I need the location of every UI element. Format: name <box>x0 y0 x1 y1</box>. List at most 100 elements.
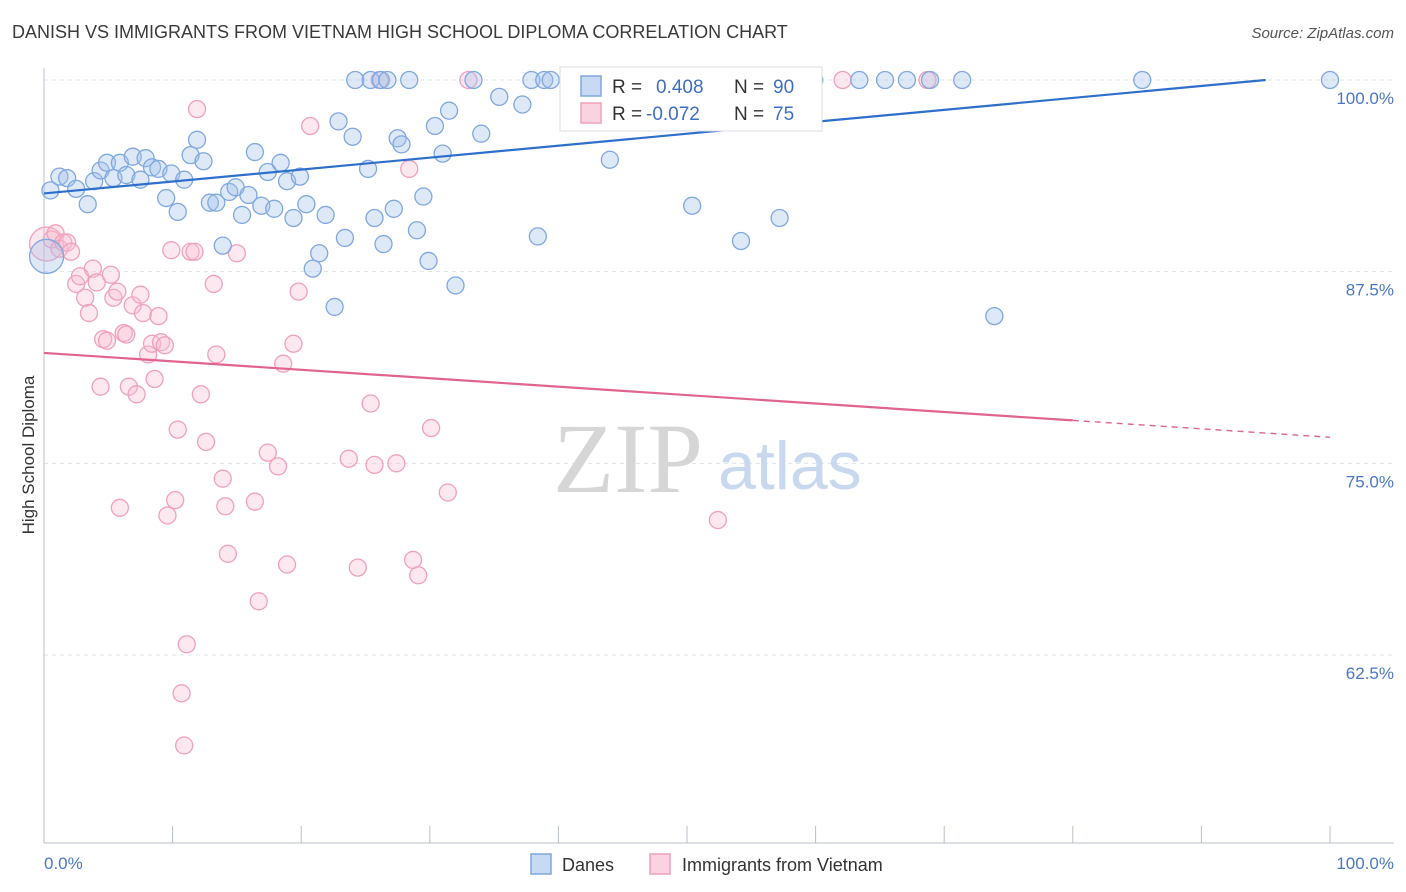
legend-danes-label: Danes <box>562 855 614 875</box>
vietnam-point <box>459 70 478 90</box>
danes-point <box>271 153 290 172</box>
danes-point <box>850 70 869 90</box>
danes-point <box>446 276 465 295</box>
vietnam-point <box>213 469 232 488</box>
vietnam-point <box>131 285 150 304</box>
vietnam-point <box>218 544 238 563</box>
vietnam-point <box>108 282 127 301</box>
vietnam-n-label: N = <box>734 104 764 125</box>
danes-point <box>513 95 532 114</box>
vietnam-point <box>421 418 441 438</box>
vietnam-point <box>258 443 277 462</box>
gridlines <box>44 79 1394 656</box>
danes-point <box>41 181 60 200</box>
chart-title: DANISH VS IMMIGRANTS FROM VIETNAM HIGH S… <box>12 22 788 42</box>
vietnam-point <box>133 303 153 323</box>
vietnam-point <box>708 510 728 530</box>
vietnam-point <box>155 336 175 355</box>
vietnam-point <box>57 233 77 252</box>
watermark: ZIP atlas <box>553 403 862 514</box>
vietnam-point <box>76 288 95 307</box>
trend-lines <box>43 78 1331 438</box>
danes-point <box>1320 70 1340 90</box>
vietnam-point <box>181 242 200 261</box>
danes-point <box>157 188 176 208</box>
vietnam-trend-line <box>43 351 1073 422</box>
vietnam-point <box>204 274 223 294</box>
vietnam-point <box>833 70 852 90</box>
vietnam-point <box>168 420 187 439</box>
danes-point <box>335 228 355 248</box>
vietnam-point <box>361 394 380 413</box>
vietnam-point <box>438 483 457 502</box>
vietnam-point <box>117 325 136 344</box>
danes-point <box>407 221 427 240</box>
danes-point <box>303 259 322 278</box>
danes-point <box>239 185 258 205</box>
vietnam-point <box>175 736 194 755</box>
x-axis-ticks <box>43 826 1331 843</box>
vietnam-point <box>191 385 211 404</box>
danes-point <box>541 70 560 90</box>
danes-point <box>875 70 895 90</box>
vietnam-point <box>177 635 196 654</box>
danes-point <box>290 167 310 186</box>
bottom-legend: Danes Immigrants from Vietnam <box>530 853 883 875</box>
danes-point <box>265 199 284 218</box>
vietnam-point <box>158 506 177 525</box>
vietnam-point <box>339 449 358 468</box>
vietnam-point <box>216 497 235 516</box>
vietnam-point <box>79 303 99 323</box>
vietnam-r-label: R = <box>612 104 642 125</box>
vietnam-point <box>127 385 146 404</box>
danes-point <box>187 130 207 149</box>
danes-point <box>371 70 391 90</box>
vietnam-point <box>301 116 320 136</box>
danes-point <box>78 195 97 214</box>
y-tick-label: 87.5% <box>1346 281 1394 300</box>
danes-point <box>200 193 220 212</box>
vietnam-point <box>348 558 367 577</box>
legend-vietnam-swatch <box>649 853 671 875</box>
vietnam-point <box>227 244 247 263</box>
danes-point <box>284 208 303 228</box>
vietnam-point <box>145 369 164 389</box>
vietnam-point <box>83 259 103 278</box>
danes-point <box>953 70 972 90</box>
vietnam-point <box>61 242 81 261</box>
danes-r-label: R = <box>612 77 642 98</box>
danes-point <box>136 149 155 168</box>
danes-point <box>325 297 344 317</box>
vietnam-point <box>245 492 265 511</box>
vietnam-r-value: -0.072 <box>646 104 700 125</box>
danes-point <box>490 87 509 107</box>
danes-point <box>343 127 362 146</box>
vietnam-point <box>28 226 65 262</box>
y-axis-label: High School Diploma <box>19 375 38 534</box>
danes-point <box>425 116 445 136</box>
danes-point <box>528 227 547 246</box>
danes-point <box>207 193 226 212</box>
danes-point <box>316 205 335 225</box>
danes-point <box>600 150 619 169</box>
vietnam-stats-swatch <box>580 102 602 124</box>
vietnam-point <box>403 550 423 570</box>
danes-point <box>522 70 541 90</box>
danes-point <box>297 195 316 214</box>
danes-point <box>28 238 65 274</box>
danes-point <box>414 187 433 206</box>
danes-n-label: N = <box>734 77 764 98</box>
danes-point <box>194 152 213 171</box>
danes-point <box>346 70 365 90</box>
legend-danes-swatch <box>530 853 552 875</box>
vietnam-point <box>162 241 181 260</box>
danes-point <box>384 199 403 218</box>
danes-point <box>920 70 940 90</box>
vietnam-point <box>387 454 406 473</box>
danes-point <box>1133 70 1152 90</box>
vietnam-point <box>268 457 288 476</box>
vietnam-point <box>149 306 168 326</box>
vietnam-points <box>28 70 937 755</box>
danes-point <box>400 70 419 90</box>
danes-point <box>419 251 438 271</box>
